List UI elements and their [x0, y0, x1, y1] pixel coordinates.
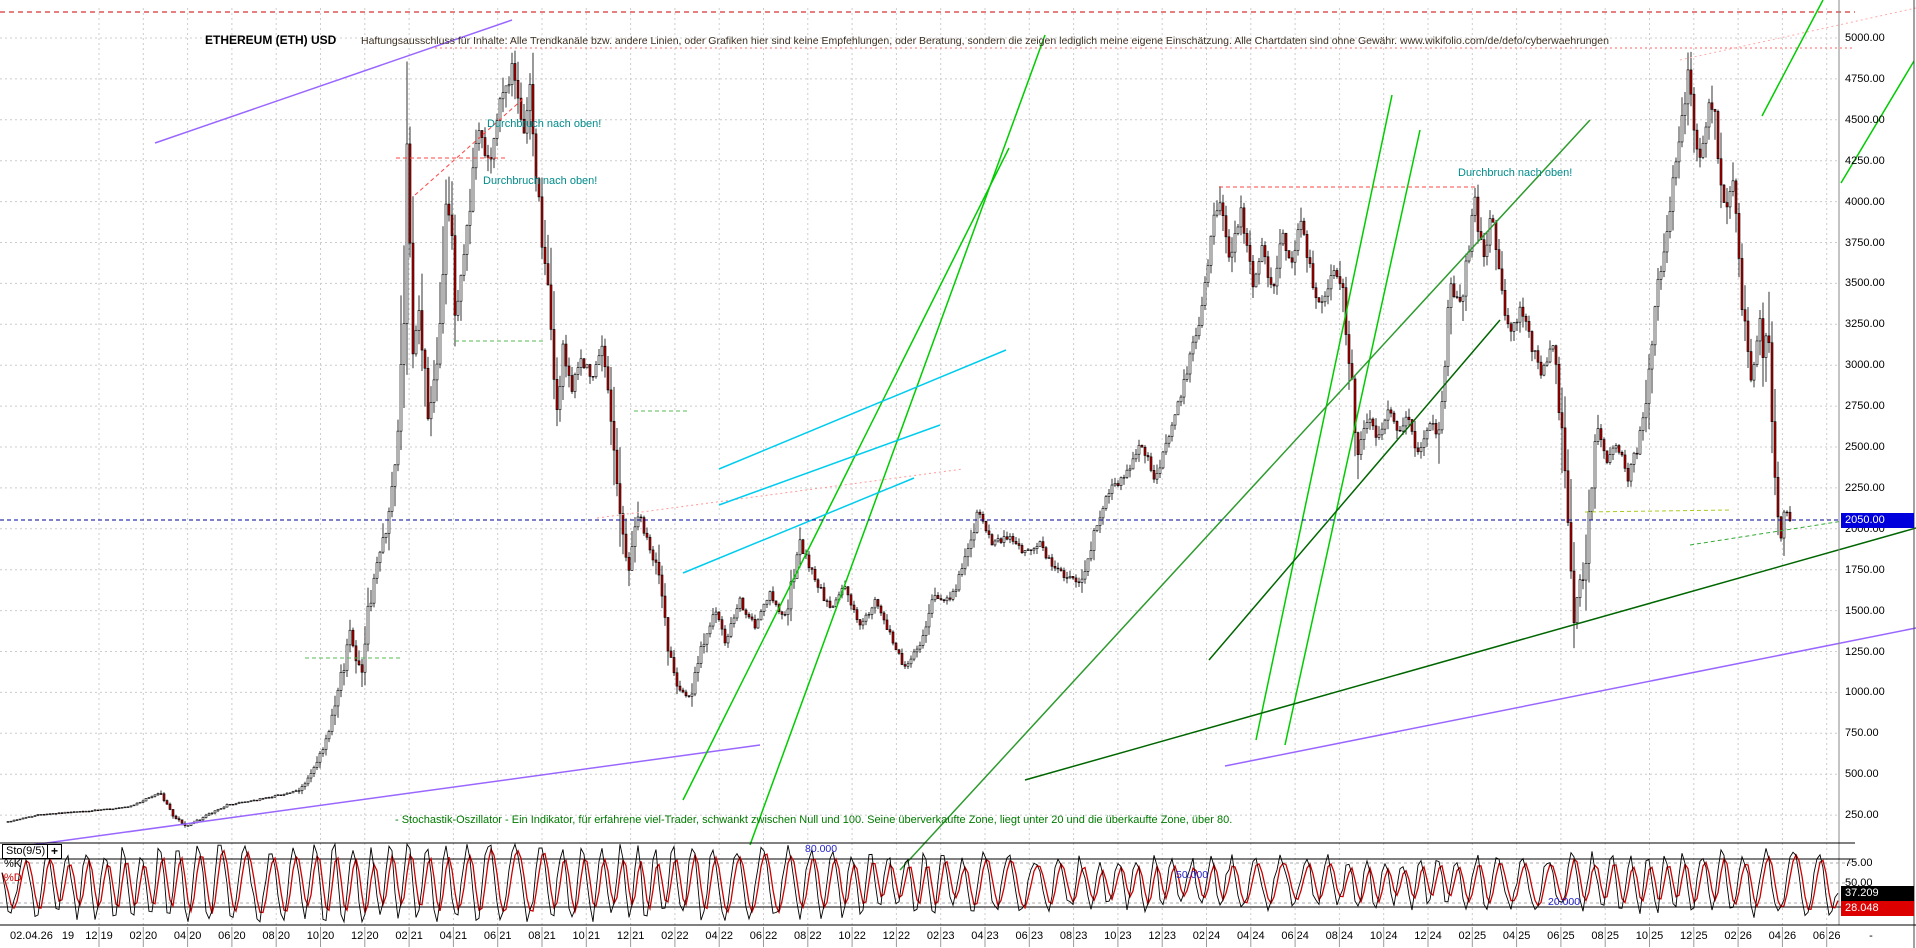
date-axis-label: 12 24: [1414, 930, 1442, 942]
date-axis-label: 06 25: [1547, 930, 1575, 942]
date-axis-label: 04 23: [971, 930, 999, 942]
date-axis-label: 08 21: [528, 930, 556, 942]
chart-title: ETHEREUM (ETH) USD: [205, 33, 337, 47]
date-axis-label: 02 26: [1724, 930, 1752, 942]
date-axis-label: 10 22: [838, 930, 866, 942]
date-axis-label: -: [1869, 930, 1873, 942]
date-axis-label: 04 24: [1237, 930, 1265, 942]
date-axis-label: 10 24: [1369, 930, 1398, 942]
date-axis-label: 10 25: [1635, 930, 1664, 942]
stochastic-level-label: 50.000: [1176, 869, 1209, 881]
candlesticks: [6, 50, 1792, 828]
date-axis-label: 04 21: [439, 930, 468, 942]
date-tick-partial: 19: [61, 930, 75, 942]
price-axis-label: 4500.00: [1845, 113, 1885, 126]
date-axis-label: 06 20: [218, 930, 246, 942]
breakout-annotation: Durchbruch nach oben!: [487, 118, 602, 130]
disclaimer-text: Haftungsausschluss für Inhalte: Alle Tre…: [361, 35, 1609, 47]
stochastic-k-label: %K: [4, 858, 22, 870]
date-axis-label: 06 23: [1015, 930, 1044, 942]
date-axis-label: 06 21: [483, 930, 512, 942]
date-axis-label: 06 22: [749, 930, 778, 942]
date-axis-label: 10 20: [306, 930, 335, 942]
current-date-label: 02.04.26: [10, 930, 53, 942]
date-axis-label: 12 21: [616, 930, 645, 942]
price-axis-label: 2250.00: [1845, 481, 1885, 494]
add-indicator-button[interactable]: +: [47, 844, 62, 859]
stochastic-level-label: 80.000: [805, 843, 838, 855]
price-axis-label: 750.00: [1845, 727, 1879, 740]
date-axis-label: 04 22: [705, 930, 733, 942]
current-price-tag: 2050.00: [1841, 513, 1914, 528]
price-axis-label: 3250.00: [1845, 318, 1885, 331]
stochastic-lines: [1, 842, 1839, 924]
breakout-annotation: Durchbruch nach oben!: [483, 175, 598, 187]
date-axis-label: 08 25: [1591, 930, 1619, 942]
date-axis-label: 02 20: [129, 930, 158, 942]
price-axis-label: 3000.00: [1845, 359, 1885, 372]
stochastic-axis-label: 75.00: [1845, 857, 1873, 869]
grid-lines: [0, 8, 1839, 925]
date-axis-label: 08 22: [794, 930, 822, 942]
date-axis-label: 12 25: [1680, 930, 1708, 942]
date-axis-label: 06 26: [1812, 930, 1841, 942]
stochastic-k-value-tag: 37.209: [1841, 886, 1914, 901]
stochastic-d-label: %D: [4, 872, 22, 884]
stochastic-level-label: 20.000: [1548, 896, 1581, 908]
stochastic-indicator-label[interactable]: Sto(9/5): [2, 844, 50, 859]
price-axis-label: 1750.00: [1845, 563, 1885, 576]
price-axis-label: 4750.00: [1845, 72, 1885, 85]
date-axis-label: 04 26: [1768, 930, 1797, 942]
stochastic-d-line: [1, 847, 1839, 916]
date-axis-label: 02 21: [395, 930, 423, 942]
date-axis-label: 12 20: [351, 930, 379, 942]
date-axis-label: 10 23: [1104, 930, 1132, 942]
stochastic-k-line: [1, 842, 1839, 924]
price-axis-label: 500.00: [1845, 768, 1879, 781]
breakout-annotation: Durchbruch nach oben!: [1458, 167, 1573, 179]
date-axis-label: 12 22: [882, 930, 911, 942]
price-axis-label: 1000.00: [1845, 686, 1885, 699]
date-axis-label: 08 20: [262, 930, 290, 942]
price-axis-label: 3500.00: [1845, 277, 1885, 290]
date-axis-label: 02 25: [1458, 930, 1487, 942]
stochastic-d-value-tag: 28.048: [1841, 901, 1914, 916]
date-axis-label: 02 24: [1192, 930, 1221, 942]
date-axis-label: 12 23: [1148, 930, 1176, 942]
date-axis-label: 08 24: [1325, 930, 1354, 942]
date-axis-label: 12 19: [85, 930, 113, 942]
date-axis-label: 04 25: [1502, 930, 1531, 942]
price-axis-label: 3750.00: [1845, 236, 1885, 249]
date-axis-label: 04 20: [173, 930, 202, 942]
price-axis-label: 5000.00: [1845, 32, 1885, 44]
date-axis-label: 08 23: [1059, 930, 1088, 942]
price-axis-label: 2500.00: [1845, 441, 1885, 453]
price-axis-label: 2750.00: [1845, 400, 1885, 413]
price-axis-label: 4250.00: [1845, 154, 1885, 167]
trendlines: [0, 0, 1916, 871]
price-axis-label: 1250.00: [1845, 645, 1885, 658]
price-axis-label: 1500.00: [1845, 604, 1885, 617]
price-axis-label: 4000.00: [1845, 195, 1885, 208]
date-axis-label: 02 22: [661, 930, 689, 942]
date-axis-label: 10 21: [572, 930, 601, 942]
date-axis-label: 06 24: [1281, 930, 1309, 942]
stochastic-description: - Stochastik-Oszillator - Ein Indikator,…: [395, 814, 1233, 826]
date-axis-label: 02 23: [926, 930, 955, 942]
price-axis-label: 250.00: [1845, 809, 1879, 822]
